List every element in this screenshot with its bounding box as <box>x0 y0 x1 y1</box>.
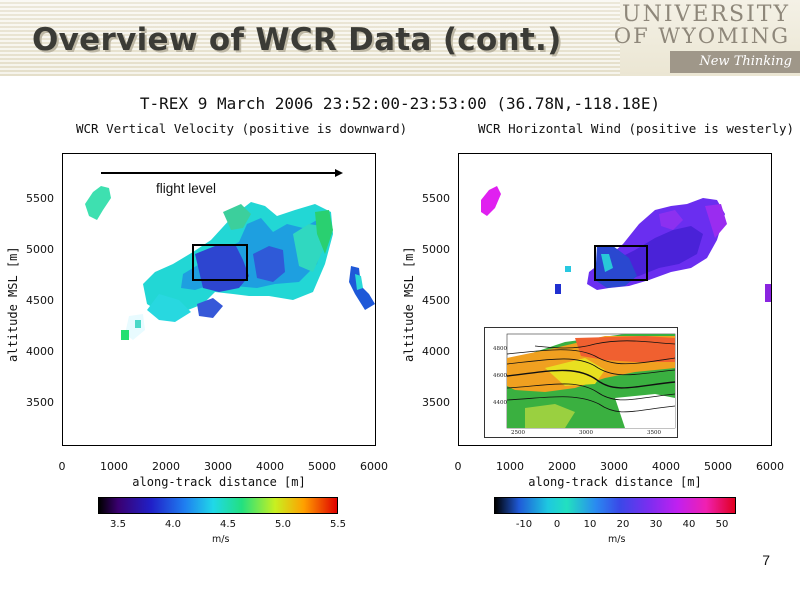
left-x-axis-label: along-track distance [m] <box>132 475 306 489</box>
right-colorbar-tick: 30 <box>649 519 663 530</box>
flight-level-label: flight level <box>156 181 217 196</box>
page-number: 7 <box>762 552 770 568</box>
inset-ytick: 4400 <box>493 400 507 406</box>
right-panel-title: WCR Horizontal Wind (positive is westerl… <box>478 121 795 136</box>
inset-xtick: 3000 <box>579 430 593 436</box>
right-xtick: 6000 <box>756 460 784 473</box>
right-y-axis-label: altitude MSL [m] <box>402 246 416 362</box>
right-xtick: 3000 <box>600 460 628 473</box>
left-xtick: 4000 <box>256 460 284 473</box>
left-colorbar-unit: m/s <box>212 534 230 545</box>
left-colorbar-tick: 5.0 <box>275 519 291 530</box>
right-xtick: 5000 <box>704 460 732 473</box>
right-colorbar-tick: -10 <box>515 519 533 530</box>
vertical-velocity-field <box>85 169 375 340</box>
left-y-axis-label: altitude MSL [m] <box>6 246 20 362</box>
right-xtick: 1000 <box>496 460 524 473</box>
inset-ytick: 4800 <box>493 346 507 352</box>
left-ytick: 3500 <box>26 396 54 409</box>
right-colorbar-unit: m/s <box>608 534 626 545</box>
inset-xtick: 3500 <box>647 430 661 436</box>
inset-ytick: 4600 <box>493 373 507 379</box>
right-colorbar-tick: 20 <box>616 519 630 530</box>
left-xtick: 2000 <box>152 460 180 473</box>
slide-title: Overview of WCR Data (cont.) <box>32 22 562 58</box>
left-xtick: 5000 <box>308 460 336 473</box>
right-xtick: 0 <box>454 460 462 473</box>
right-colorbar-tick: 50 <box>715 519 729 530</box>
logo-line-1: UNIVERSITY <box>622 2 790 27</box>
logo-tagline: New Thinking <box>670 51 800 73</box>
left-ytick: 5000 <box>26 243 54 256</box>
right-ytick: 3500 <box>422 396 450 409</box>
right-ytick: 4000 <box>422 345 450 358</box>
left-panel-title: WCR Vertical Velocity (positive is downw… <box>76 121 408 136</box>
left-colorbar-tick: 3.5 <box>110 519 126 530</box>
header-texture <box>0 0 620 76</box>
right-xtick: 4000 <box>652 460 680 473</box>
right-ytick: 4500 <box>422 294 450 307</box>
right-x-axis-label: along-track distance [m] <box>528 475 702 489</box>
left-xtick: 6000 <box>360 460 388 473</box>
right-ytick: 5000 <box>422 243 450 256</box>
inset-streamline-plot <box>506 333 676 429</box>
right-ytick: 5500 <box>422 192 450 205</box>
right-xtick: 2000 <box>548 460 576 473</box>
left-colorbar <box>98 497 338 514</box>
right-colorbar-tick: 40 <box>682 519 696 530</box>
left-colorbar-tick: 4.0 <box>165 519 181 530</box>
horizontal-wind-field <box>481 186 771 302</box>
left-xtick: 0 <box>58 460 66 473</box>
logo-line-2: OF WYOMING <box>613 24 790 48</box>
right-colorbar <box>494 497 736 514</box>
inset-xtick: 2500 <box>511 430 525 436</box>
left-ytick: 4500 <box>26 294 54 307</box>
university-logo: UNIVERSITY OF WYOMING New Thinking <box>600 0 800 76</box>
left-ytick: 5500 <box>26 192 54 205</box>
slide-header: Overview of WCR Data (cont.) UNIVERSITY … <box>0 0 800 76</box>
figure-title: T-REX 9 March 2006 23:52:00-23:53:00 (36… <box>139 94 661 113</box>
left-colorbar-tick: 5.5 <box>330 519 346 530</box>
left-xtick: 3000 <box>204 460 232 473</box>
right-colorbar-tick: 0 <box>553 519 561 530</box>
right-colorbar-tick: 10 <box>583 519 597 530</box>
left-plot-area <box>62 153 376 446</box>
left-colorbar-tick: 4.5 <box>220 519 236 530</box>
left-xtick: 1000 <box>100 460 128 473</box>
left-ytick: 4000 <box>26 345 54 358</box>
streamline-inset: 4800 4600 4400 2500 3000 3500 <box>484 327 678 438</box>
